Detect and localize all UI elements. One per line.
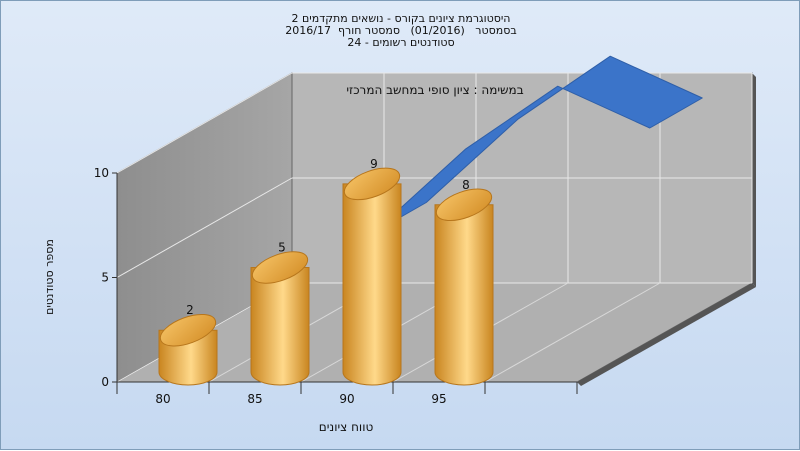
bar-body [434,204,494,386]
bar [342,167,402,386]
bar [158,313,218,386]
y-tick-label: 0 [101,375,109,389]
labels: 2 5 9 8 [186,157,470,317]
x-tick-label: 95 [431,392,446,406]
bars [158,167,494,386]
title-line-1: היסטוגרמת ציונים בקורס - נושאים מתקדמים … [291,12,511,25]
bar-body [342,183,402,386]
curve-layer [373,55,703,233]
bar-cap [251,251,309,284]
y-tick-label: 5 [101,271,109,285]
annotation-text: במשימה : ציון סופי במחשב המרכזי [346,83,523,97]
y-tick-label: 10 [94,166,109,180]
bar-value-label: 8 [462,178,470,192]
bar-value-label: 9 [370,157,378,171]
bar [434,188,494,386]
y-gridline-left [116,72,293,174]
bar-value-label: 2 [186,303,194,317]
y-gridline-left [116,177,293,278]
bar [250,251,310,386]
wall-edge [752,73,756,287]
chart-title: היסטוגרמת ציונים בקורס - נושאים מתקדמים … [1,13,800,49]
x-tick-label: 80 [155,392,170,406]
title-line-2: בסמסטר (01/2016) סמסטר חורף 2016/17 [285,24,517,37]
bar-value-label: 5 [278,241,286,255]
title-line-3: סטודנטים רשומים - 24 [347,36,455,49]
x-axis-label: טווח ציונים [319,420,374,434]
bar-cap [159,313,217,347]
bar-cap [435,188,493,222]
bar-cap [343,167,401,201]
floor-edge [577,283,756,386]
y-axis-label: מספר סטודנטים [43,239,56,315]
x-tick-label: 90 [339,392,354,406]
bar-body [250,267,310,386]
x-tick-label: 85 [247,392,262,406]
x-gridline-floor [484,282,661,383]
series-curve [373,55,703,233]
